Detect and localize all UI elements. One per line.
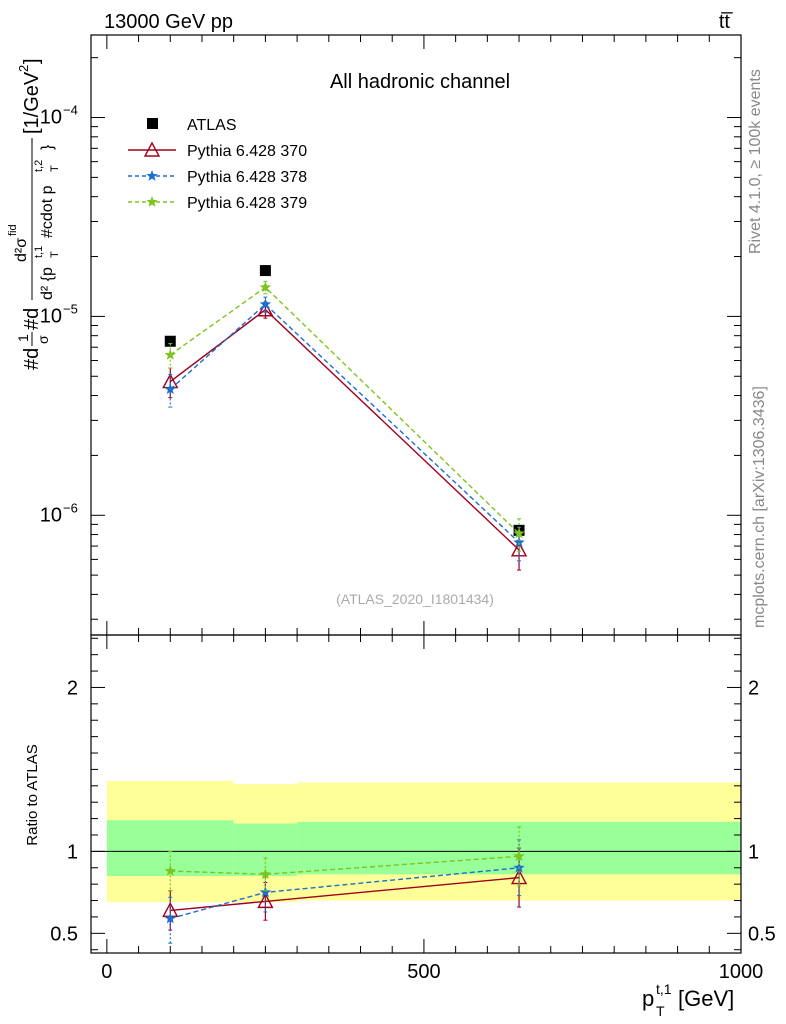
svg-text:#d: #d bbox=[21, 308, 43, 330]
series-atlas bbox=[164, 265, 525, 536]
svg-text:d²σ: d²σ bbox=[13, 238, 30, 262]
main-y-tick-exponent: −6 bbox=[63, 500, 78, 515]
series-line bbox=[169, 286, 520, 535]
data-point bbox=[259, 868, 272, 880]
main-series-layer bbox=[162, 265, 528, 571]
svg-text:Pythia 6.428 370: Pythia 6.428 370 bbox=[187, 143, 307, 160]
legend-marker bbox=[143, 141, 161, 157]
data-point bbox=[164, 348, 176, 360]
legend-entry-pythia-378: Pythia 6.428 378 bbox=[128, 169, 307, 186]
main-y-tick-exponent: −4 bbox=[63, 103, 78, 118]
ratio-y-tick-label-right: 1 bbox=[748, 841, 759, 863]
ratio-y-axis-label: Ratio to ATLAS bbox=[24, 744, 41, 845]
series-pythia-6-428-370 bbox=[162, 301, 528, 571]
legend-marker bbox=[146, 196, 158, 207]
series-pythia-6-428-378 bbox=[164, 296, 525, 562]
ratio-axis-ticks: 0.5 0.5 1 1 2 2 0 500 1000 bbox=[50, 635, 776, 983]
series-line bbox=[170, 855, 520, 876]
legend-entry-pythia-379: Pythia 6.428 379 bbox=[128, 195, 307, 212]
svg-text:σ: σ bbox=[35, 335, 51, 344]
svg-text:ATLAS: ATLAS bbox=[187, 117, 237, 134]
data-point bbox=[164, 912, 176, 924]
legend-entry-pythia-370: Pythia 6.428 370 bbox=[128, 141, 307, 160]
main-y-tick-label: 10 bbox=[40, 107, 62, 129]
header-process-label: tt̅ bbox=[719, 11, 733, 33]
data-point bbox=[513, 850, 525, 862]
svg-text:T: T bbox=[656, 1003, 665, 1019]
svg-text:[GeV]: [GeV] bbox=[678, 986, 734, 1011]
data-point bbox=[257, 301, 274, 317]
mcplots-label: mcplots.cern.ch [arXiv:1306.3436] bbox=[751, 386, 768, 628]
svg-text:t,2: t,2 bbox=[33, 160, 45, 172]
x-tick-label: 500 bbox=[407, 961, 440, 983]
svg-text:t,1: t,1 bbox=[656, 981, 672, 997]
ratio-y-tick-label-right: 2 bbox=[748, 677, 759, 699]
ratio-panel-frame bbox=[90, 634, 742, 954]
svg-text:p: p bbox=[642, 986, 654, 1011]
svg-text:}: } bbox=[39, 144, 56, 150]
ratio-y-tick-label-left: 2 bbox=[67, 677, 78, 699]
svg-text:#d: #d bbox=[21, 348, 43, 370]
green-band-bin-1 bbox=[233, 823, 298, 876]
ratio-series-layer bbox=[162, 826, 528, 944]
series-pythia-6-428-379 bbox=[164, 280, 525, 552]
data-point bbox=[164, 865, 176, 876]
main-axis-ticks: 10−610−510−4 bbox=[40, 35, 742, 635]
svg-text:2: 2 bbox=[16, 65, 31, 72]
legend: ATLAS Pythia 6.428 370 Pythia 6.428 378 … bbox=[128, 117, 307, 212]
header-collision-label: 13000 GeV pp bbox=[104, 11, 233, 33]
x-axis-label: p T t,1 [GeV] bbox=[642, 981, 734, 1019]
main-y-tick-exponent: −5 bbox=[63, 301, 78, 316]
ratio-y-tick-label-right: 0.5 bbox=[748, 923, 776, 945]
data-point bbox=[513, 536, 525, 548]
data-point bbox=[259, 265, 271, 277]
data-point bbox=[257, 892, 274, 909]
data-point bbox=[259, 298, 272, 310]
svg-text:T: T bbox=[49, 165, 61, 172]
data-point bbox=[513, 527, 525, 539]
rivet-version-label: Rivet 4.1.0, ≥ 100k events bbox=[747, 69, 764, 254]
svg-text:d² {p: d² {p bbox=[39, 267, 56, 300]
main-y-tick-label: 10 bbox=[40, 504, 62, 526]
legend-entry-atlas: ATLAS bbox=[147, 117, 237, 134]
main-y-axis-label: #d 1 σ #d d²σ fid d² {p T t,1 #cdot p T … bbox=[7, 58, 61, 370]
data-point bbox=[259, 281, 272, 293]
data-point bbox=[259, 886, 272, 898]
analysis-watermark: (ATLAS_2020_I1801434) bbox=[336, 591, 494, 607]
legend-marker bbox=[146, 170, 158, 181]
ratio-y-tick-label-left: 0.5 bbox=[50, 923, 78, 945]
x-tick-label: 1000 bbox=[719, 961, 764, 983]
svg-text:]: ] bbox=[21, 58, 43, 64]
svg-text:#cdot p: #cdot p bbox=[39, 185, 56, 238]
svg-text:fid: fid bbox=[7, 224, 19, 236]
ratio-uncertainty-bands bbox=[91, 780, 741, 903]
svg-text:[1/GeV: [1/GeV bbox=[21, 71, 43, 134]
main-y-tick-label: 10 bbox=[40, 305, 62, 327]
svg-text:T: T bbox=[49, 251, 61, 258]
ratio-y-tick-label-left: 1 bbox=[67, 841, 78, 863]
svg-text:Pythia 6.428 378: Pythia 6.428 378 bbox=[187, 169, 307, 186]
svg-text:Pythia 6.428 379: Pythia 6.428 379 bbox=[187, 195, 307, 212]
x-tick-label: 0 bbox=[101, 961, 112, 983]
svg-text:t,1: t,1 bbox=[33, 246, 45, 258]
series-line bbox=[169, 303, 520, 543]
data-point bbox=[164, 335, 176, 347]
chart-title: All hadronic channel bbox=[330, 71, 510, 93]
data-point bbox=[164, 383, 176, 395]
series-line bbox=[169, 308, 520, 551]
series-pythia-6-428-379 bbox=[164, 826, 525, 892]
svg-text:1: 1 bbox=[15, 334, 31, 342]
